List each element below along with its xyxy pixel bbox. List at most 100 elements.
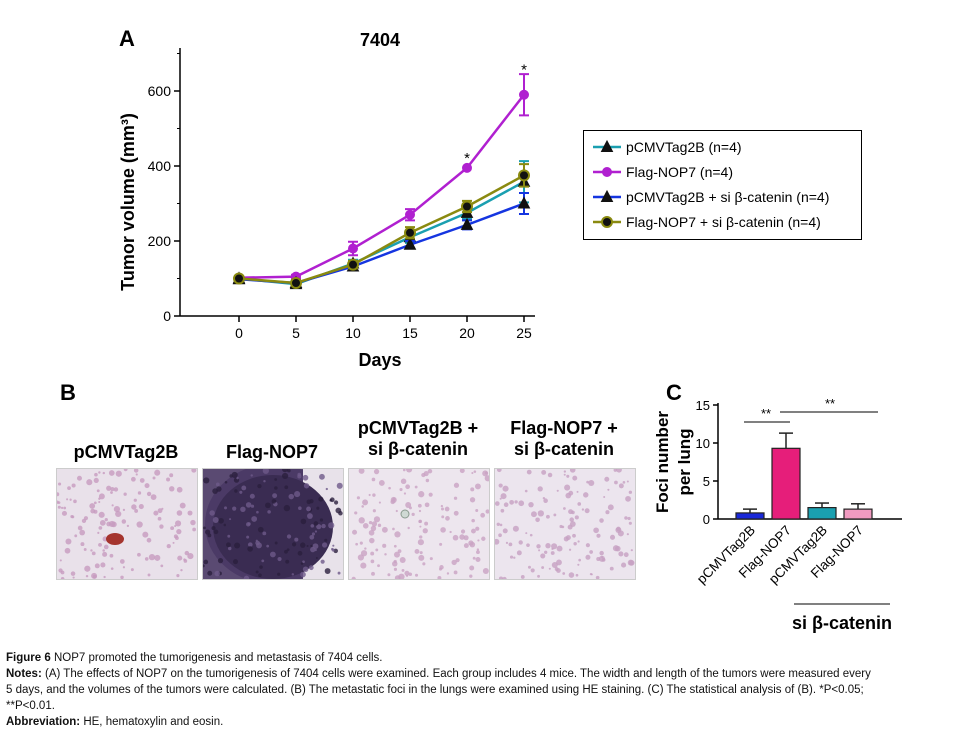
- cell-dot: [126, 524, 130, 528]
- cell-dot: [61, 510, 68, 516]
- cell-dot: [138, 504, 144, 510]
- cell-dot: [352, 529, 358, 535]
- cell-dot: [231, 471, 238, 478]
- cell-dot: [243, 575, 250, 579]
- notes-line-1: (A) The effects of NOP7 on the tumorigen…: [44, 668, 871, 680]
- histology-image: [348, 468, 490, 580]
- legend-marker-icon: [593, 167, 621, 177]
- cell-dot: [568, 548, 572, 551]
- cell-dot: [328, 522, 335, 529]
- cell-dot: [336, 482, 343, 489]
- cell-dot: [548, 567, 551, 570]
- cell-dot: [297, 472, 302, 477]
- cell-dot: [397, 549, 402, 553]
- legend-marker-icon: [593, 189, 621, 202]
- cell-dot: [616, 526, 621, 532]
- cell-dot: [422, 562, 426, 566]
- cell-dot: [530, 511, 537, 518]
- cell-dot: [283, 504, 291, 512]
- cell-dot: [265, 502, 271, 509]
- cell-dot: [535, 517, 540, 523]
- cell-dot: [169, 473, 174, 478]
- cell-dot: [538, 549, 541, 552]
- cell-dot: [166, 543, 171, 549]
- notes-line-3: **P<0.01.: [6, 700, 55, 712]
- cell-dot: [518, 500, 525, 507]
- cell-dot: [568, 509, 574, 515]
- cell-dot: [184, 550, 190, 556]
- cell-dot: [337, 571, 341, 575]
- cell-dot: [135, 473, 138, 476]
- cell-dot: [286, 548, 290, 552]
- cell-dot: [564, 484, 571, 491]
- cell-dot: [589, 573, 593, 576]
- photo-label: pCMVTag2B: [56, 442, 196, 463]
- cell-dot: [192, 527, 196, 532]
- cell-dot: [471, 471, 474, 475]
- cell-dot: [453, 510, 459, 516]
- cell-dot: [247, 542, 253, 547]
- cell-dot: [284, 549, 288, 554]
- cell-dot: [98, 471, 101, 474]
- cell-dot: [93, 477, 99, 483]
- cell-dot: [390, 496, 397, 503]
- cell-dot: [484, 475, 489, 482]
- cell-dot: [524, 489, 528, 493]
- caption-title: Figure 6 NOP7 promoted the tumorigenesis…: [6, 650, 956, 666]
- cell-dot: [214, 570, 220, 577]
- cell-dot: [239, 490, 243, 494]
- cell-dot: [574, 515, 579, 520]
- cell-dot: [541, 566, 545, 569]
- cell-dot: [394, 531, 401, 538]
- cell-dot: [321, 523, 326, 529]
- y-tick-label: 200: [148, 233, 172, 249]
- data-point: [462, 162, 472, 173]
- cell-dot: [123, 469, 128, 472]
- cell-dot: [148, 553, 156, 561]
- cell-dot: [311, 532, 316, 536]
- cell-dot: [303, 483, 310, 489]
- cell-dot: [113, 487, 119, 492]
- cell-dot: [537, 574, 540, 578]
- cell-dot: [543, 498, 548, 503]
- cell-dot: [537, 486, 543, 492]
- bar-y-tick-label: 0: [703, 512, 710, 527]
- cell-dot: [372, 509, 376, 513]
- cell-dot: [113, 506, 121, 513]
- cell-dot: [234, 542, 241, 549]
- legend-marker: [600, 139, 614, 152]
- cell-dot: [212, 517, 219, 523]
- cell-dot: [137, 552, 141, 557]
- cell-dot: [152, 476, 156, 480]
- figure-caption: Figure 6 NOP7 promoted the tumorigenesis…: [6, 650, 956, 730]
- cell-dot: [257, 483, 262, 489]
- cell-dot: [453, 570, 458, 575]
- cell-dot: [246, 535, 250, 539]
- cell-dot: [399, 487, 403, 492]
- photo-label: pCMVTag2B + si β-catenin: [348, 418, 488, 460]
- cell-dot: [98, 526, 103, 530]
- cell-dot: [119, 559, 125, 564]
- cell-dot: [153, 510, 159, 516]
- cell-dot: [110, 567, 114, 570]
- cell-dot: [475, 483, 481, 490]
- cell-dot: [236, 476, 239, 480]
- cell-dot: [359, 541, 363, 545]
- cell-dot: [86, 479, 93, 486]
- cell-dot: [545, 543, 551, 549]
- cell-dot: [111, 504, 114, 507]
- series-line-1: [238, 93, 525, 279]
- cell-dot: [469, 565, 475, 571]
- cell-dot: [417, 539, 424, 546]
- cell-dot: [256, 510, 259, 514]
- cell-dot: [422, 528, 428, 534]
- cell-dot: [403, 492, 407, 495]
- cell-dot: [79, 529, 86, 536]
- notes-label: Notes:: [6, 668, 42, 680]
- cell-dot: [166, 477, 171, 482]
- cell-dot: [562, 572, 566, 575]
- cell-dot: [369, 537, 375, 544]
- cell-dot: [370, 551, 375, 556]
- x-axis-label: Days: [358, 350, 401, 370]
- cell-dot: [250, 474, 253, 477]
